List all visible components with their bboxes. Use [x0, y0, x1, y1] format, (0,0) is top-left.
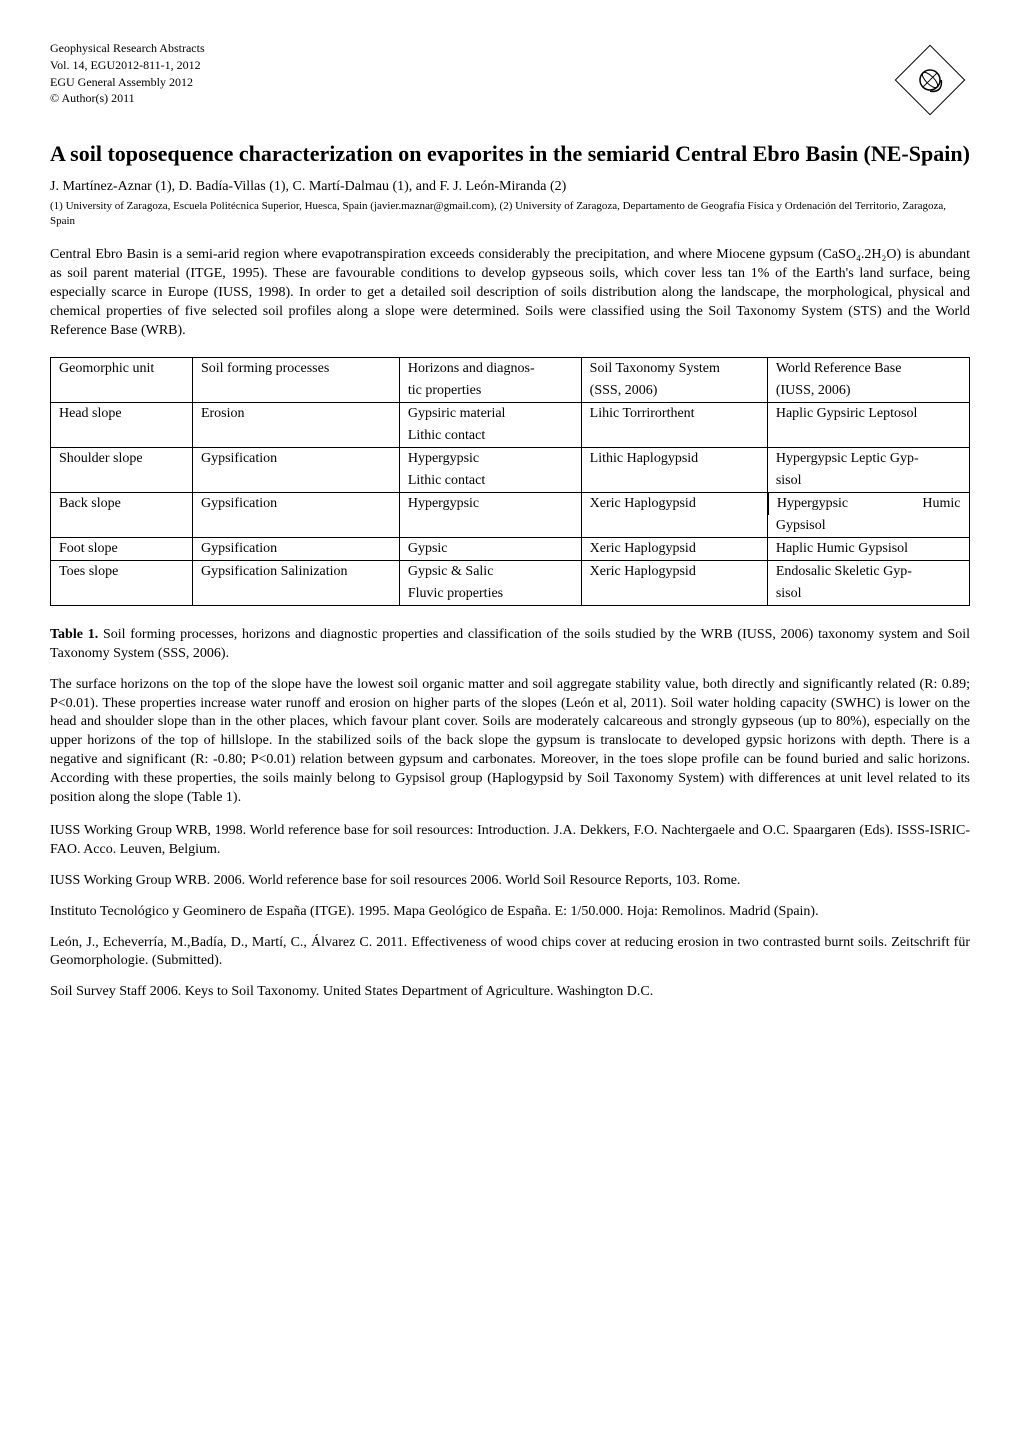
- table-row: Head slope Erosion Gypsiric material Lih…: [51, 402, 970, 425]
- table-row: Toes slope Gypsification Salinization Gy…: [51, 560, 970, 583]
- paper-title: A soil toposequence characterization on …: [50, 140, 970, 169]
- header-line-2: Vol. 14, EGU2012-811-1, 2012: [50, 57, 205, 74]
- table-cell: Hypergypsic: [399, 447, 581, 470]
- table-header-cell: World Reference Base: [767, 357, 969, 380]
- table-cell: Gypsification: [192, 492, 399, 515]
- table-cell: tic properties: [399, 380, 581, 403]
- reference-1: IUSS Working Group WRB, 1998. World refe…: [50, 822, 970, 860]
- table-cell: [51, 583, 193, 606]
- table-row: Back slope Gypsification Hypergypsic Xer…: [51, 492, 970, 515]
- table-cell: [192, 425, 399, 448]
- table-cell: Gypsification Salinization: [192, 560, 399, 583]
- reference-5: Soil Survey Staff 2006. Keys to Soil Tax…: [50, 983, 970, 1002]
- paragraph-intro: Central Ebro Basin is a semi-arid region…: [50, 246, 970, 340]
- table-cell: [192, 380, 399, 403]
- table-cell: [581, 583, 767, 606]
- table-cell: Endosalic Skeletic Gyp-: [767, 560, 969, 583]
- table-cell: Lithic contact: [399, 470, 581, 493]
- table-cell: [51, 380, 193, 403]
- table-header-cell: Geomorphic unit: [51, 357, 193, 380]
- table-cell: Gypsisol: [767, 515, 969, 538]
- table-cell: Lithic Haplogypsid: [581, 447, 767, 470]
- table-cell: Hypergypsic Leptic Gyp-: [767, 447, 969, 470]
- table-cell: [51, 425, 193, 448]
- table-cell: Gypsification: [192, 537, 399, 560]
- soil-table: Geomorphic unit Soil forming processes H…: [50, 357, 970, 606]
- table-cell: Hypergypsic: [399, 492, 581, 515]
- table-row: Fluvic properties sisol: [51, 583, 970, 606]
- affiliations: (1) University of Zaragoza, Escuela Poli…: [50, 199, 970, 229]
- table-header-cell: Soil forming processes: [192, 357, 399, 380]
- table-row: Lithic contact: [51, 425, 970, 448]
- caption-text: Soil forming processes, horizons and dia…: [50, 627, 970, 661]
- table-cell: [581, 470, 767, 493]
- table-cell-text: Hypergypsic: [777, 496, 848, 512]
- table-header-cell: Soil Taxonomy System: [581, 357, 767, 380]
- table-row: Gypsisol: [51, 515, 970, 538]
- egu-logo: [905, 40, 970, 105]
- header-line-4: © Author(s) 2011: [50, 90, 205, 107]
- reference-3: Instituto Tecnológico y Geominero de Esp…: [50, 903, 970, 922]
- table-caption: Table 1. Soil forming processes, horizon…: [50, 626, 970, 664]
- table-row: Foot slope Gypsification Gypsic Xeric Ha…: [51, 537, 970, 560]
- table-cell: Gypsic: [399, 537, 581, 560]
- table-cell: Xeric Haplogypsid: [581, 537, 767, 560]
- table-header-cell: Horizons and diagnos-: [399, 357, 581, 380]
- table-cell: Lihic Torrirorthent: [581, 402, 767, 425]
- egu-logo-icon: [899, 49, 961, 111]
- table-cell: Shoulder slope: [51, 447, 193, 470]
- header-meta: Geophysical Research Abstracts Vol. 14, …: [50, 40, 205, 107]
- table-cell: [581, 425, 767, 448]
- table-row: Lithic contact sisol: [51, 470, 970, 493]
- reference-2: IUSS Working Group WRB. 2006. World refe…: [50, 872, 970, 891]
- header-line-3: EGU General Assembly 2012: [50, 74, 205, 91]
- header-row: Geophysical Research Abstracts Vol. 14, …: [50, 40, 970, 115]
- table-cell: Xeric Haplogypsid: [581, 560, 767, 583]
- table-cell: Xeric Haplogypsid: [581, 492, 767, 515]
- table-cell: [192, 470, 399, 493]
- table-cell: [767, 425, 969, 448]
- paragraph-results: The surface horizons on the top of the s…: [50, 676, 970, 808]
- table-cell: Fluvic properties: [399, 583, 581, 606]
- table-cell: Erosion: [192, 402, 399, 425]
- caption-label: Table 1.: [50, 627, 98, 642]
- table-cell: Head slope: [51, 402, 193, 425]
- table-cell: Haplic Gypsiric Leptosol: [767, 402, 969, 425]
- table-cell: [51, 515, 193, 538]
- table-row: Shoulder slope Gypsification Hypergypsic…: [51, 447, 970, 470]
- table-cell: Back slope: [51, 492, 193, 515]
- table-cell: Gypsic & Salic: [399, 560, 581, 583]
- authors: J. Martínez-Aznar (1), D. Badía-Villas (…: [50, 179, 970, 195]
- table-cell: [399, 515, 581, 538]
- header-line-1: Geophysical Research Abstracts: [50, 40, 205, 57]
- table-cell: [581, 515, 767, 538]
- table-cell: Lithic contact: [399, 425, 581, 448]
- table-cell: [51, 470, 193, 493]
- table-cell: Hypergypsic Humic: [768, 493, 970, 515]
- table-cell: Haplic Humic Gypsisol: [767, 537, 969, 560]
- reference-4: León, J., Echeverría, M.,Badía, D., Mart…: [50, 934, 970, 972]
- table-cell: Foot slope: [51, 537, 193, 560]
- table-cell: Gypsification: [192, 447, 399, 470]
- table-cell: (IUSS, 2006): [767, 380, 969, 403]
- table-cell: Toes slope: [51, 560, 193, 583]
- table-cell: [192, 583, 399, 606]
- table-cell: [192, 515, 399, 538]
- table-header-row-2: tic properties (SSS, 2006) (IUSS, 2006): [51, 380, 970, 403]
- table-cell: sisol: [767, 583, 969, 606]
- table-cell: Gypsiric material: [399, 402, 581, 425]
- table-cell-text: Humic: [922, 496, 960, 512]
- table-cell: (SSS, 2006): [581, 380, 767, 403]
- table-header-row: Geomorphic unit Soil forming processes H…: [51, 357, 970, 380]
- table-cell: sisol: [767, 470, 969, 493]
